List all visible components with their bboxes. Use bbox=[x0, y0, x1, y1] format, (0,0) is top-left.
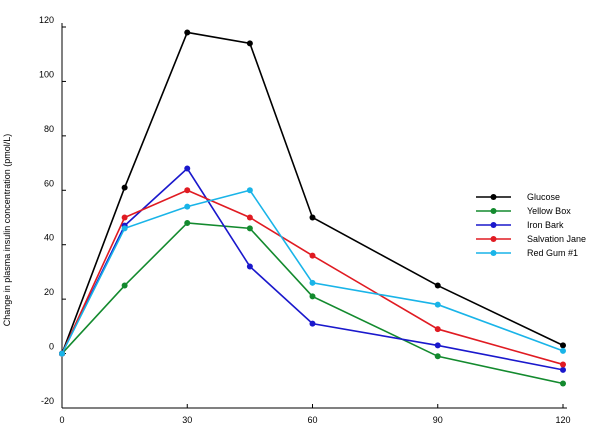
y-tick-label: 40 bbox=[44, 233, 54, 243]
data-point-iron-bark bbox=[309, 320, 316, 327]
y-tick-label: 80 bbox=[44, 124, 54, 134]
data-point-salvation-jane bbox=[121, 214, 128, 221]
x-tick-label: 60 bbox=[307, 415, 317, 425]
x-tick-label: 30 bbox=[182, 415, 192, 425]
data-point-salvation-jane bbox=[184, 187, 191, 194]
series-lines bbox=[61, 31, 564, 385]
legend-item-red-gum-1: Red Gum #1 bbox=[476, 248, 578, 258]
data-point-red-gum-1 bbox=[246, 187, 253, 194]
data-point-iron-bark bbox=[560, 366, 566, 373]
series-points bbox=[59, 29, 566, 387]
legend-label: Iron Bark bbox=[527, 220, 564, 230]
data-point-iron-bark bbox=[184, 165, 191, 172]
data-point-iron-bark bbox=[246, 263, 253, 270]
legend-marker bbox=[490, 250, 497, 256]
data-point-salvation-jane bbox=[560, 361, 566, 368]
legend: Glucose Yellow Box Iron Bark Salvation Jane… bbox=[476, 192, 586, 258]
x-tick-label: 90 bbox=[433, 415, 443, 425]
series-line-iron-bark bbox=[61, 167, 564, 371]
legend-item-glucose: Glucose bbox=[476, 192, 560, 202]
data-point-yellow-box bbox=[246, 225, 253, 232]
data-point-glucose bbox=[246, 40, 253, 47]
data-point-red-gum-1 bbox=[434, 301, 441, 308]
legend-item-iron-bark: Iron Bark bbox=[476, 220, 564, 230]
data-point-red-gum-1 bbox=[59, 350, 65, 357]
data-point-yellow-box bbox=[121, 282, 128, 289]
y-tick-label: 20 bbox=[44, 287, 54, 297]
legend-label: Red Gum #1 bbox=[527, 248, 578, 258]
y-tick-label: -20 bbox=[41, 396, 54, 406]
legend-marker bbox=[490, 222, 497, 228]
legend-label: Yellow Box bbox=[527, 206, 571, 216]
data-point-yellow-box bbox=[434, 353, 441, 360]
y-axis-title: Change in plasma insulin concentration (… bbox=[2, 134, 12, 327]
y-tick-label: 120 bbox=[39, 15, 54, 25]
legend-marker bbox=[490, 194, 497, 200]
y-tick-label: 100 bbox=[39, 69, 54, 79]
legend-item-salvation-jane: Salvation Jane bbox=[476, 234, 586, 244]
data-point-glucose bbox=[309, 214, 316, 221]
y-tick-label: 60 bbox=[44, 178, 54, 188]
data-point-glucose bbox=[560, 342, 566, 349]
legend-label: Salvation Jane bbox=[527, 234, 586, 244]
y-tick-label: 0 bbox=[49, 342, 54, 352]
x-tick-label: 120 bbox=[555, 415, 570, 425]
data-point-salvation-jane bbox=[434, 326, 441, 333]
data-point-glucose bbox=[121, 184, 128, 191]
legend-label: Glucose bbox=[527, 192, 560, 202]
data-point-yellow-box bbox=[309, 293, 316, 300]
data-point-red-gum-1 bbox=[184, 203, 191, 210]
data-point-red-gum-1 bbox=[309, 279, 316, 286]
data-point-iron-bark bbox=[434, 342, 441, 349]
legend-marker bbox=[490, 236, 497, 242]
data-point-yellow-box bbox=[184, 219, 191, 226]
data-point-yellow-box bbox=[560, 380, 566, 387]
data-point-salvation-jane bbox=[309, 252, 316, 259]
chart-axes: -20 0 20 40 60 80 100 120 0 30 60 90 120 bbox=[39, 15, 571, 425]
data-point-glucose bbox=[434, 282, 441, 289]
data-point-red-gum-1 bbox=[560, 347, 566, 354]
data-point-red-gum-1 bbox=[121, 225, 128, 232]
legend-item-yellow-box: Yellow Box bbox=[476, 206, 571, 216]
series-line-yellow-box bbox=[61, 222, 564, 385]
legend-marker bbox=[490, 208, 497, 214]
data-point-salvation-jane bbox=[246, 214, 253, 221]
series-line-glucose bbox=[61, 31, 564, 354]
x-tick-label: 0 bbox=[59, 415, 64, 425]
data-point-glucose bbox=[184, 29, 191, 36]
